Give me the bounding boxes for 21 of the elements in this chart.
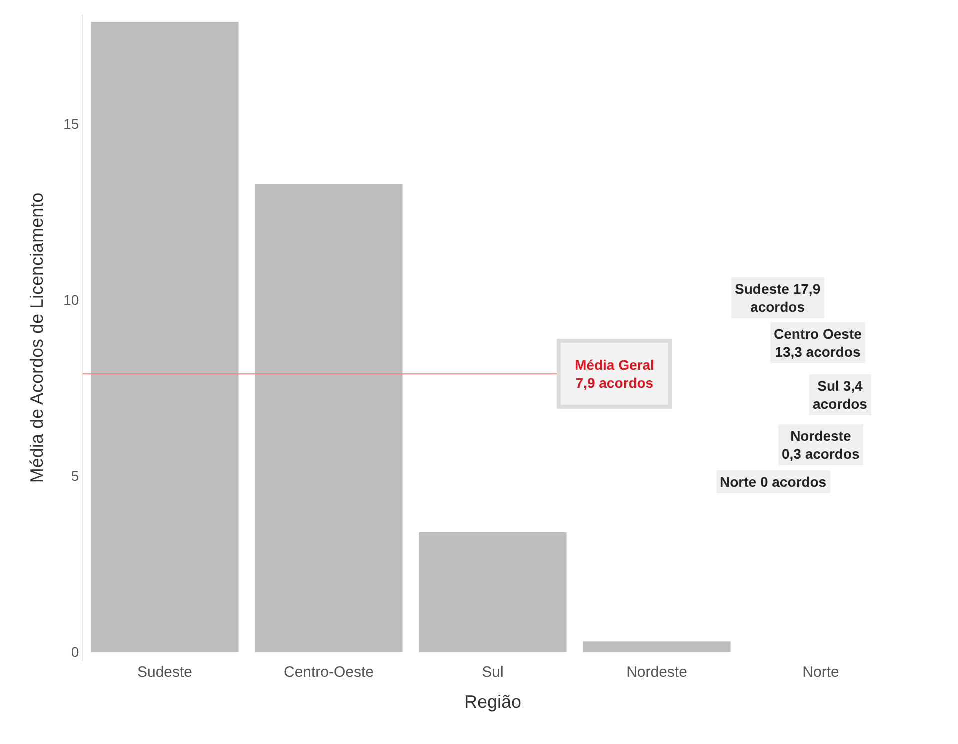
annotation: Nordeste 0,3 acordos <box>782 428 860 462</box>
y-tick-label: 5 <box>71 468 80 484</box>
annotation: Sul 3,4 acordos <box>813 378 868 412</box>
y-axis-title: Média de Acordos de Licenciamento <box>26 192 47 484</box>
y-tick-label: 0 <box>71 644 80 660</box>
bar <box>583 642 731 652</box>
ref-line-label: Média Geral 7,9 acordos <box>575 357 654 392</box>
annotation: Centro Oeste 13,3 acordos <box>774 326 862 360</box>
x-tick-label: Sudeste <box>137 664 193 681</box>
x-tick-label: Norte <box>802 664 840 681</box>
x-tick-label: Centro-Oeste <box>284 664 374 681</box>
y-tick-label: 15 <box>64 116 80 132</box>
x-axis-title: Região <box>464 692 522 712</box>
annotation: Norte 0 acordos <box>720 474 827 490</box>
y-tick-label: 10 <box>64 292 80 308</box>
x-tick-label: Nordeste <box>626 664 688 681</box>
annotation: Sudeste 17,9 acordos <box>735 281 821 316</box>
x-tick-label: Sul <box>482 664 504 681</box>
bar <box>91 22 239 652</box>
bar <box>419 532 567 652</box>
bar <box>255 184 403 652</box>
